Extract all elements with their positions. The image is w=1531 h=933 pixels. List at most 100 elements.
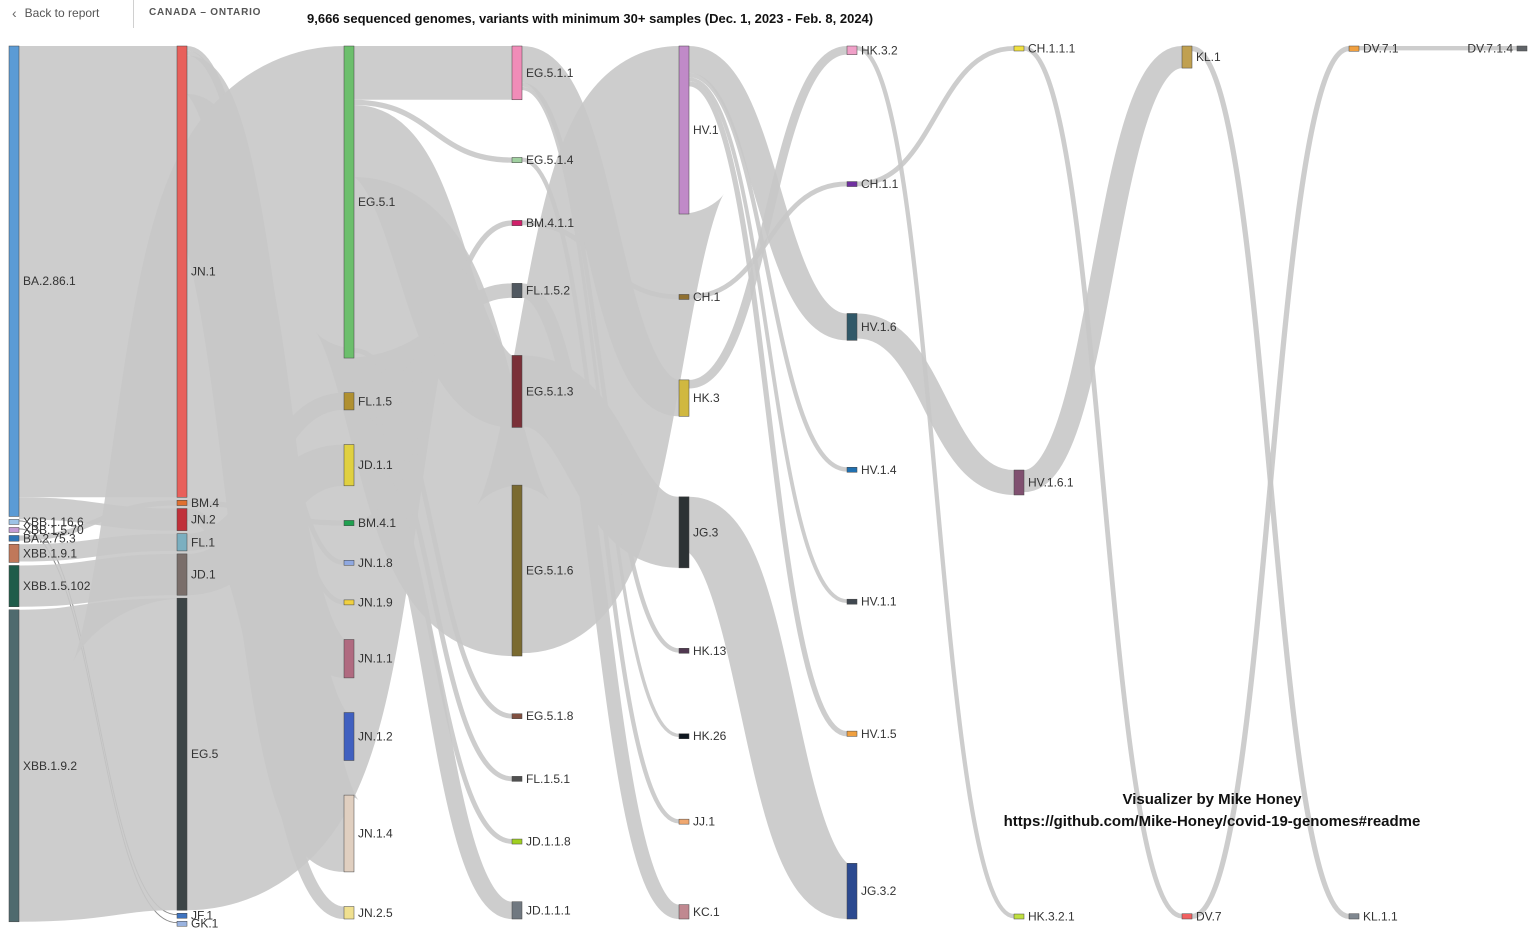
sankey-node-label: KC.1 [693,905,720,919]
sankey-node[interactable] [846,863,858,920]
sankey-node[interactable] [1348,45,1360,52]
sankey-node[interactable] [678,379,690,417]
sankey-node-label: EG.5.1.3 [526,384,574,398]
sankey-node[interactable] [343,906,355,920]
sankey-node[interactable] [846,181,858,187]
sankey-node-label: EG.5.1.8 [526,709,574,723]
sankey-node-label: JD.1.1.8 [526,835,571,849]
sankey-node[interactable] [176,912,188,919]
sankey-node[interactable] [176,45,188,498]
sankey-node[interactable] [343,599,355,606]
sankey-node[interactable] [678,496,690,569]
sankey-node-label: HK.13 [693,644,727,658]
sankey-node[interactable] [343,712,355,761]
sankey-node[interactable] [678,818,690,825]
sankey-node[interactable] [678,294,690,300]
credit-block: Visualizer by Mike Honey https://github.… [962,789,1462,833]
sankey-node-label: JN.1.1 [358,652,393,666]
sankey-node[interactable] [176,920,188,927]
sankey-node[interactable] [343,392,355,411]
sankey-node[interactable] [343,45,355,359]
credit-url[interactable]: https://github.com/Mike-Honey/covid-19-g… [1003,813,1421,830]
sankey-node[interactable] [511,838,523,845]
sankey-node[interactable] [678,45,690,215]
sankey-node[interactable] [343,794,355,873]
sankey-node[interactable] [511,776,523,782]
sankey-node-label: JN.2 [191,513,216,527]
sankey-node[interactable] [8,45,20,517]
sankey-link [353,347,513,719]
sankey-node[interactable] [176,508,188,531]
sankey-link [518,355,683,568]
sankey-node[interactable] [846,45,858,55]
sankey-node[interactable] [1013,45,1025,52]
sankey-node-label: BA.2.86.1 [23,274,76,288]
sankey-node-label: FL.1.5.1 [526,772,570,786]
sankey-node[interactable] [1348,913,1360,920]
sankey-node[interactable] [846,730,858,737]
sankey-node-label: EG.5.1.4 [526,153,574,167]
back-to-report-link[interactable]: ‹ Back to report [12,5,99,21]
sankey-node[interactable] [511,283,523,299]
sankey-link [856,45,1015,187]
sankey-node[interactable] [8,543,20,563]
sankey-node[interactable] [343,639,355,679]
sankey-node[interactable] [678,648,690,654]
sankey-link [688,72,848,472]
sankey-link [688,81,848,737]
sankey-link [17,598,179,922]
sankey-node[interactable] [8,565,20,608]
back-to-report-label: Back to report [24,6,100,20]
sankey-link [688,77,848,604]
chart-title: 9,666 sequenced genomes, variants with m… [307,11,874,26]
sankey-node-label: JD.1.1 [358,458,393,472]
sankey-node[interactable] [343,444,355,487]
sankey-link [687,46,849,341]
sankey-node-label: EG.5 [191,747,219,761]
credit-author: Visualizer by Mike Honey [1122,791,1302,808]
sankey-node[interactable] [1516,45,1528,52]
sankey-node[interactable] [176,553,188,596]
sankey-node[interactable] [511,157,523,163]
sankey-node[interactable] [343,520,355,526]
sankey-node[interactable] [678,904,690,920]
sankey-node[interactable] [1013,469,1025,496]
sankey-node[interactable] [1181,45,1193,69]
sankey-node-label: XBB.1.9.1 [23,546,77,560]
sankey-node[interactable] [846,467,858,473]
sankey-node[interactable] [8,609,20,923]
sankey-node[interactable] [511,901,523,920]
sankey-node[interactable] [176,500,188,506]
sankey-node[interactable] [846,598,858,605]
sankey-link [352,449,514,920]
sankey-node-label: JG.3 [693,525,719,539]
sankey-node[interactable] [846,313,858,341]
sankey-node-label: JG.3.2 [861,884,897,898]
sankey-link [353,407,513,782]
sankey-node-label: DV.7.1 [1363,42,1399,56]
sankey-node[interactable] [8,535,20,542]
sankey-node-label: HV.1.6.1 [1028,476,1074,490]
sankey-node-label: BM.4.1.1 [526,216,574,230]
sankey-node-label: HV.1.5 [861,727,897,741]
sankey-node-label: CH.1.1.1 [1028,42,1076,56]
sankey-node[interactable] [678,733,690,739]
sankey-node[interactable] [1013,913,1025,920]
sankey-node-label: EG.5.1 [358,195,396,209]
sankey-node[interactable] [176,597,188,911]
sankey-node[interactable] [511,355,523,428]
sankey-node-label: JF.1 [191,909,213,923]
sankey-node[interactable] [1181,913,1193,920]
sankey-node[interactable] [343,560,355,566]
sankey-link [1191,46,1350,920]
sankey-link [353,220,513,526]
sankey-node[interactable] [511,484,523,657]
sankey-node[interactable] [511,45,523,101]
sankey-node[interactable] [176,533,188,552]
sankey-link [473,46,728,654]
sankey-node[interactable] [8,519,20,525]
sankey-link [855,313,1016,495]
sankey-node[interactable] [8,527,20,533]
sankey-node[interactable] [511,713,523,719]
sankey-node[interactable] [511,220,523,226]
